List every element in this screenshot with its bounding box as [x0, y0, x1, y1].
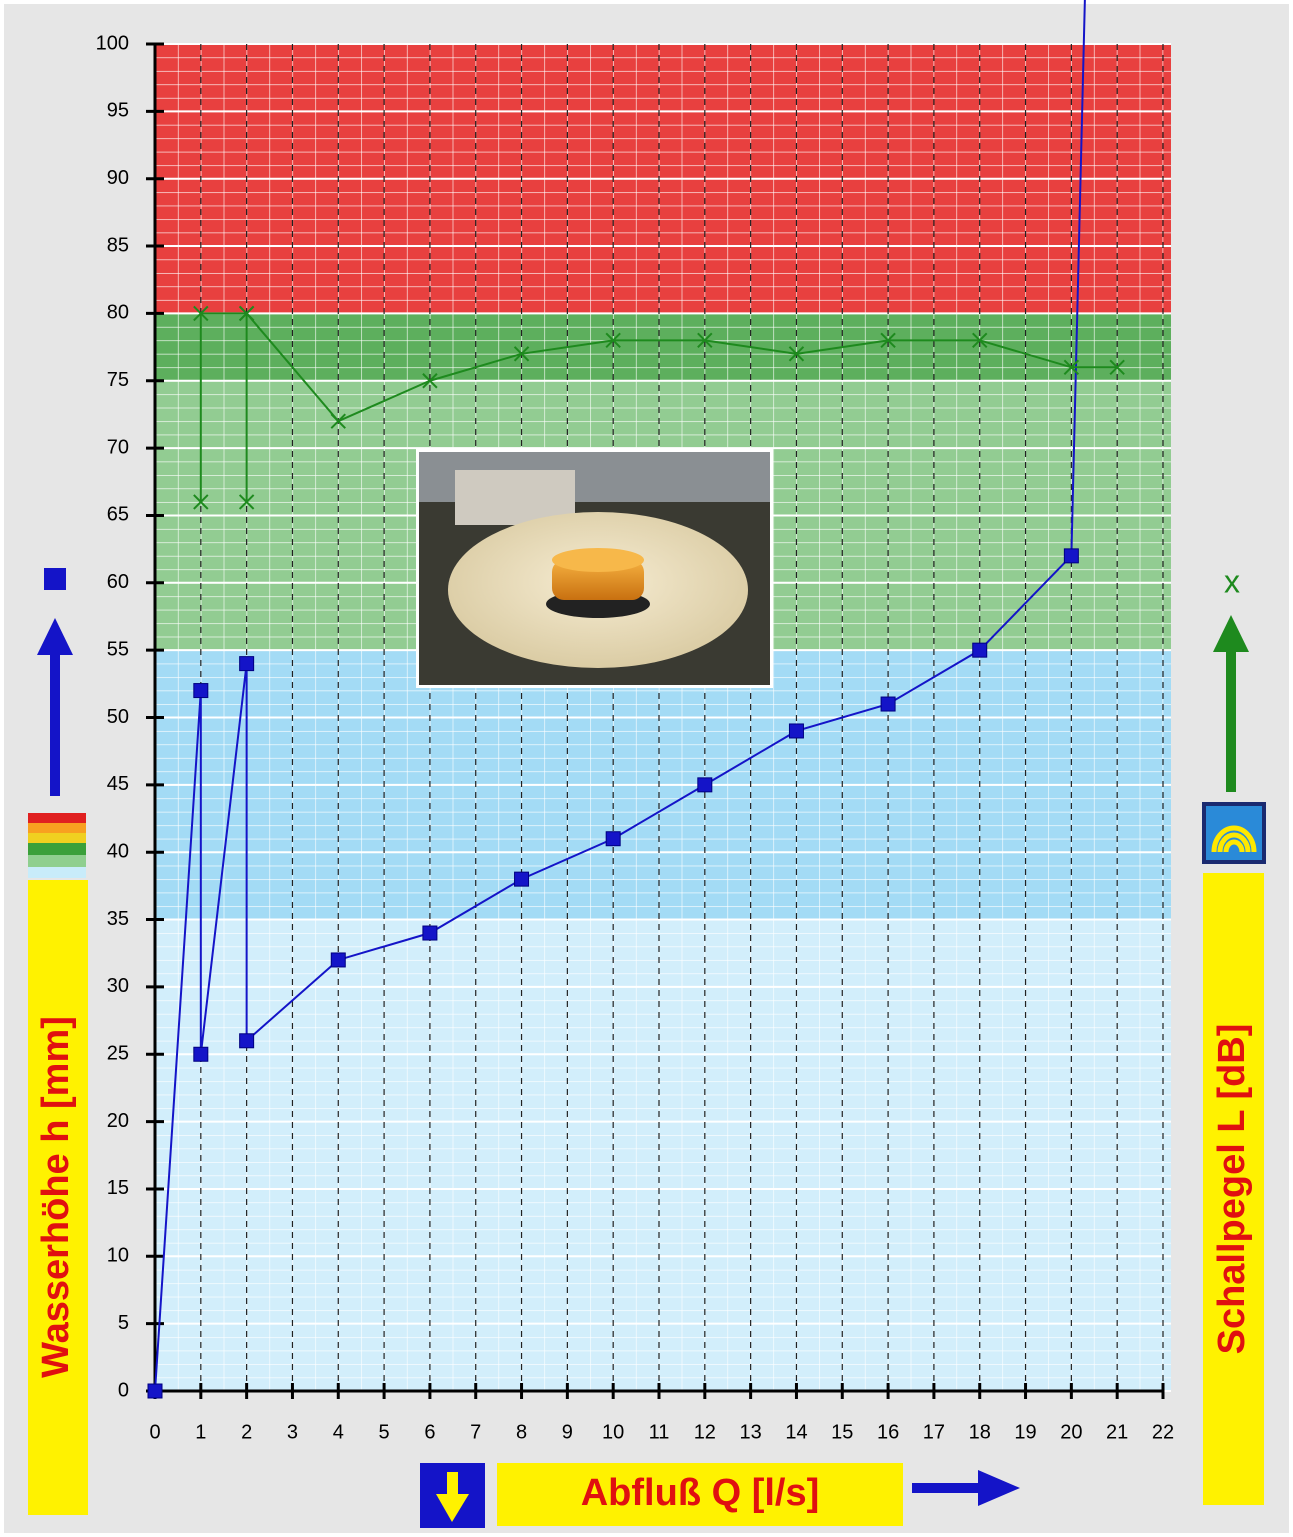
y-tick-label: 20 — [107, 1110, 129, 1132]
marker — [148, 1384, 162, 1398]
marker — [1064, 549, 1078, 563]
x-tick-label: 11 — [649, 1421, 670, 1443]
y-axis-label: Wasserhöhe h [mm] — [35, 1016, 77, 1378]
y2-axis-label: Schallpegel L [dB] — [1211, 1024, 1253, 1355]
marker — [331, 953, 345, 967]
x-tick-label: 20 — [1060, 1421, 1082, 1443]
logo — [1202, 802, 1266, 864]
chart: 0510152025303540455055606570758085909510… — [0, 0, 1293, 1537]
color-stripes — [28, 813, 86, 878]
y-tick-label: 80 — [107, 302, 129, 324]
y-tick-label: 40 — [107, 840, 129, 862]
x-tick-label: 4 — [333, 1421, 344, 1443]
x-tick-label: 19 — [1014, 1421, 1036, 1443]
x-tick-label: 10 — [602, 1421, 624, 1443]
marker — [515, 872, 529, 886]
y-tick-label: 75 — [107, 369, 129, 391]
marker — [194, 1047, 208, 1061]
y-tick-label: 0 — [118, 1379, 129, 1401]
x-tick-label: 2 — [241, 1421, 252, 1443]
photo — [416, 449, 773, 688]
y-tick-label: 15 — [107, 1177, 129, 1199]
y-tick-label: 45 — [107, 773, 129, 795]
y-tick-label: 90 — [107, 167, 129, 189]
x-tick-label: 15 — [831, 1421, 853, 1443]
y-tick-label: 25 — [107, 1043, 129, 1065]
x-tick-label: 17 — [923, 1421, 945, 1443]
marker — [698, 778, 712, 792]
x-tick-label: 3 — [287, 1421, 298, 1443]
marker — [423, 926, 437, 940]
x-axis-label: Abfluß Q [l/s] — [581, 1472, 820, 1514]
x-tick-label: 0 — [149, 1421, 160, 1443]
y-tick-label: 30 — [107, 975, 129, 997]
y-tick-label: 95 — [107, 100, 129, 122]
x-tick-label: 8 — [516, 1421, 527, 1443]
x-tick-label: 22 — [1152, 1421, 1174, 1443]
x-tick-label: 6 — [424, 1421, 435, 1443]
legend-square — [44, 568, 66, 590]
x-tick-label: 21 — [1106, 1421, 1128, 1443]
y-tick-label: 60 — [107, 571, 129, 593]
x-tick-label: 14 — [785, 1421, 807, 1443]
marker — [606, 832, 620, 846]
marker — [881, 697, 895, 711]
y-tick-label: 35 — [107, 908, 129, 930]
x-tick-label: 18 — [969, 1421, 991, 1443]
legend-x: x — [1224, 563, 1240, 599]
y-tick-label: 100 — [96, 32, 129, 54]
marker — [194, 684, 208, 698]
y-tick-label: 85 — [107, 234, 129, 256]
down-icon — [420, 1463, 485, 1528]
y-tick-label: 50 — [107, 706, 129, 728]
x-tick-label: 12 — [694, 1421, 716, 1443]
x-tick-label: 1 — [195, 1421, 206, 1443]
x-tick-label: 7 — [470, 1421, 481, 1443]
x-tick-label: 16 — [877, 1421, 899, 1443]
marker — [240, 657, 254, 671]
x-tick-label: 5 — [379, 1421, 390, 1443]
marker — [789, 724, 803, 738]
y-tick-label: 5 — [118, 1312, 129, 1334]
x-tick-label: 13 — [740, 1421, 762, 1443]
y-tick-label: 55 — [107, 638, 129, 660]
x-tick-label: 9 — [562, 1421, 573, 1443]
marker — [240, 1034, 254, 1048]
y-tick-label: 10 — [107, 1245, 129, 1267]
y-tick-label: 65 — [107, 504, 129, 526]
y-tick-label: 70 — [107, 436, 129, 458]
marker — [973, 643, 987, 657]
